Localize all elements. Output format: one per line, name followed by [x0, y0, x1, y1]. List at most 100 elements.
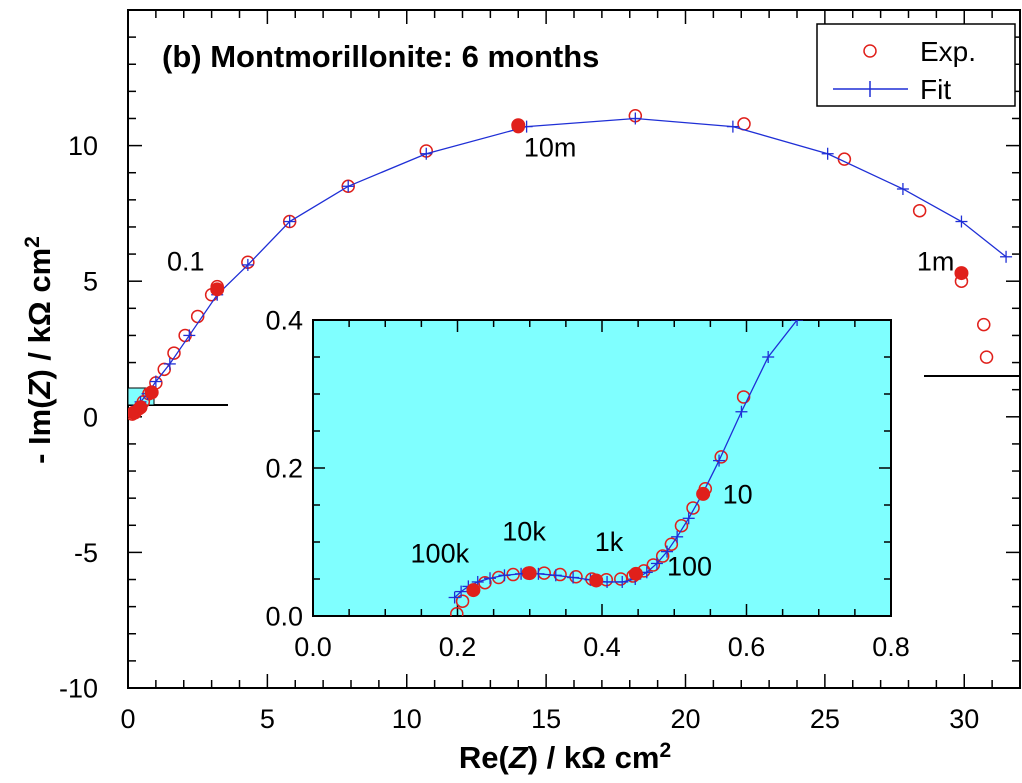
main-series-layer — [128, 109, 1013, 421]
frequency-marker-point — [696, 486, 711, 501]
main-annotations: 0.1 10m 1m — [167, 132, 954, 276]
exp-point — [736, 390, 751, 404]
x-tick-label: 0.2 — [439, 632, 477, 662]
legend-exp-marker — [863, 44, 877, 58]
x-tick-label: 0.4 — [583, 632, 621, 662]
y-tick-label: 5 — [83, 267, 98, 297]
y-tick-label: 0.4 — [265, 305, 303, 335]
chart-title: (b) Montmorillonite: 6 months — [162, 39, 599, 74]
frequency-marker-point — [144, 385, 159, 400]
legend-fit-label: Fit — [920, 74, 951, 105]
x-tick-label: 30 — [949, 704, 979, 734]
fit-point — [283, 215, 296, 228]
exp-point — [714, 450, 728, 464]
inset-series-layer — [448, 320, 804, 616]
y-axis-label: - Im(Z) / kΩ cm2 — [21, 236, 58, 464]
inset-axis-ticks — [312, 319, 892, 617]
x-tick-label: 0 — [120, 704, 135, 734]
x-tick-label: 0.0 — [294, 632, 332, 662]
fit-point — [955, 215, 968, 228]
x-tick-label: 20 — [670, 704, 700, 734]
frequency-marker-point — [954, 266, 969, 281]
fit-point — [762, 351, 775, 363]
exp-point — [646, 558, 661, 572]
fit-point — [726, 120, 739, 133]
x-axis-label: Re(Z) / kΩ cm2 — [459, 739, 671, 776]
main-tick-labels: 0 5 10 15 20 25 30 -10 -5 0 5 10 — [59, 131, 979, 734]
x-tick-label: 5 — [260, 704, 275, 734]
exp-point — [979, 350, 994, 364]
fit-point — [163, 357, 176, 370]
y-tick-label: 0 — [83, 402, 98, 432]
legend-box — [816, 23, 1016, 107]
frequency-annotation: 0.1 — [167, 246, 205, 276]
y-tick-label: -5 — [74, 538, 98, 568]
y-tick-label: 0.0 — [265, 601, 303, 631]
fit-point — [821, 147, 834, 160]
exp-point — [686, 501, 700, 515]
fit-point — [896, 182, 909, 195]
inset-tick-labels: 0.0 0.2 0.4 0.6 0.8 0.0 0.2 0.4 — [265, 305, 909, 662]
fit-point — [629, 112, 642, 125]
frequency-marker-point — [210, 282, 225, 297]
fit-point — [183, 329, 196, 342]
fit-point — [549, 569, 562, 582]
frequency-annotation: 10k — [502, 517, 546, 547]
frequency-marker-point — [589, 573, 604, 588]
exp-point — [912, 203, 927, 218]
inset-annotations: 100k 10k 1k 100 10 — [411, 480, 753, 582]
exp-point — [977, 317, 991, 332]
exp-point — [664, 537, 679, 551]
x-tick-label: 15 — [531, 704, 561, 734]
fit-point — [342, 180, 355, 193]
y-tick-label: -10 — [59, 673, 98, 703]
exp-point — [614, 572, 628, 586]
fit-point — [616, 575, 629, 588]
x-tick-label: 0.6 — [728, 632, 766, 662]
frequency-annotation: 100 — [667, 551, 712, 581]
main-series-clip — [128, 109, 1013, 421]
fit-point — [149, 375, 162, 388]
fit-point — [498, 569, 511, 582]
exp-point — [674, 518, 689, 533]
legend-exp-label: Exp. — [920, 36, 976, 67]
x-tick-label: 25 — [810, 704, 840, 734]
fit-point — [567, 571, 580, 584]
frequency-marker-point — [133, 400, 148, 415]
legend: Exp. Fit — [816, 23, 1016, 107]
exp-point — [167, 346, 181, 360]
fit-point — [448, 591, 461, 604]
frequency-annotation: 100k — [411, 539, 470, 569]
frequency-annotation: 10m — [524, 132, 577, 162]
inset-series-clip — [448, 320, 804, 616]
fit-point — [650, 557, 663, 570]
fit-point — [713, 454, 726, 467]
frequency-marker-point — [628, 566, 643, 581]
fit-point — [682, 512, 695, 525]
fit-point — [671, 530, 684, 543]
frequency-annotation: 1m — [917, 246, 955, 276]
exp-point — [478, 575, 492, 590]
y-tick-label: 0.2 — [265, 453, 303, 483]
main-axis-ticks — [127, 9, 1021, 689]
frequency-marker-point — [466, 583, 481, 598]
x-tick-label: 10 — [392, 704, 422, 734]
frequency-marker-point — [511, 118, 526, 133]
fit-point — [661, 545, 674, 558]
fit-point — [791, 320, 804, 326]
x-tick-label: 0.8 — [872, 632, 910, 662]
fit-point — [455, 585, 468, 598]
frequency-annotation: 10 — [723, 480, 753, 510]
frequency-marker-point — [522, 566, 537, 581]
fit-point — [1000, 250, 1013, 263]
fit-point — [484, 572, 497, 585]
exp-point — [455, 594, 470, 608]
fit-point — [420, 147, 433, 160]
inset-plot-frame — [312, 319, 892, 617]
exp-point — [655, 549, 670, 563]
fit-point — [241, 258, 254, 271]
fit-point — [735, 405, 748, 418]
exp-point — [450, 607, 464, 616]
frequency-annotation: 1k — [595, 527, 624, 557]
